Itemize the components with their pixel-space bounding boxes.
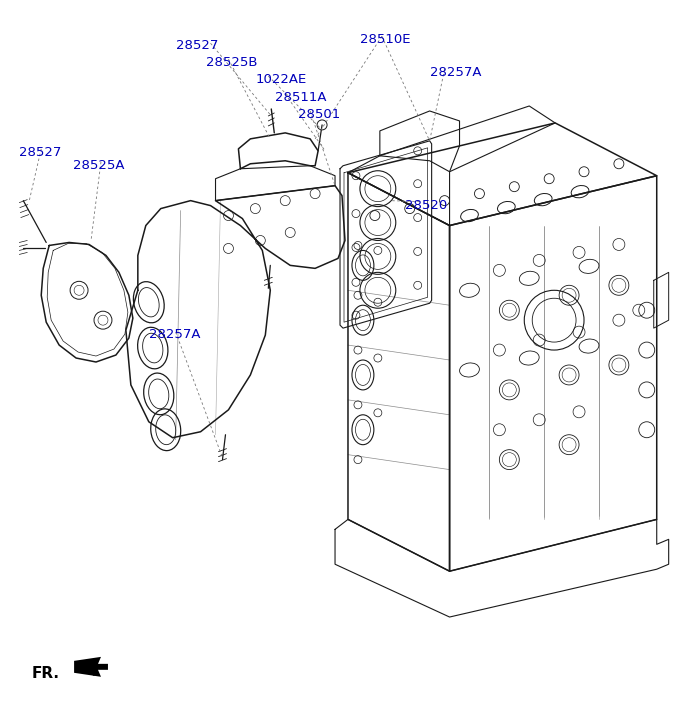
Polygon shape — [74, 657, 108, 677]
Text: 28527: 28527 — [176, 39, 218, 52]
Text: 28501: 28501 — [298, 108, 341, 121]
Text: 28527: 28527 — [19, 146, 62, 158]
Text: 1022AE: 1022AE — [256, 73, 306, 86]
Text: 28525A: 28525A — [73, 158, 124, 172]
Text: 28257A: 28257A — [149, 328, 201, 341]
Text: 28510E: 28510E — [360, 33, 410, 47]
Text: 28525B: 28525B — [205, 56, 257, 69]
Text: 28257A: 28257A — [429, 66, 481, 79]
Text: 28520: 28520 — [405, 198, 447, 212]
Text: 28511A: 28511A — [275, 91, 327, 104]
Text: FR.: FR. — [32, 667, 59, 681]
